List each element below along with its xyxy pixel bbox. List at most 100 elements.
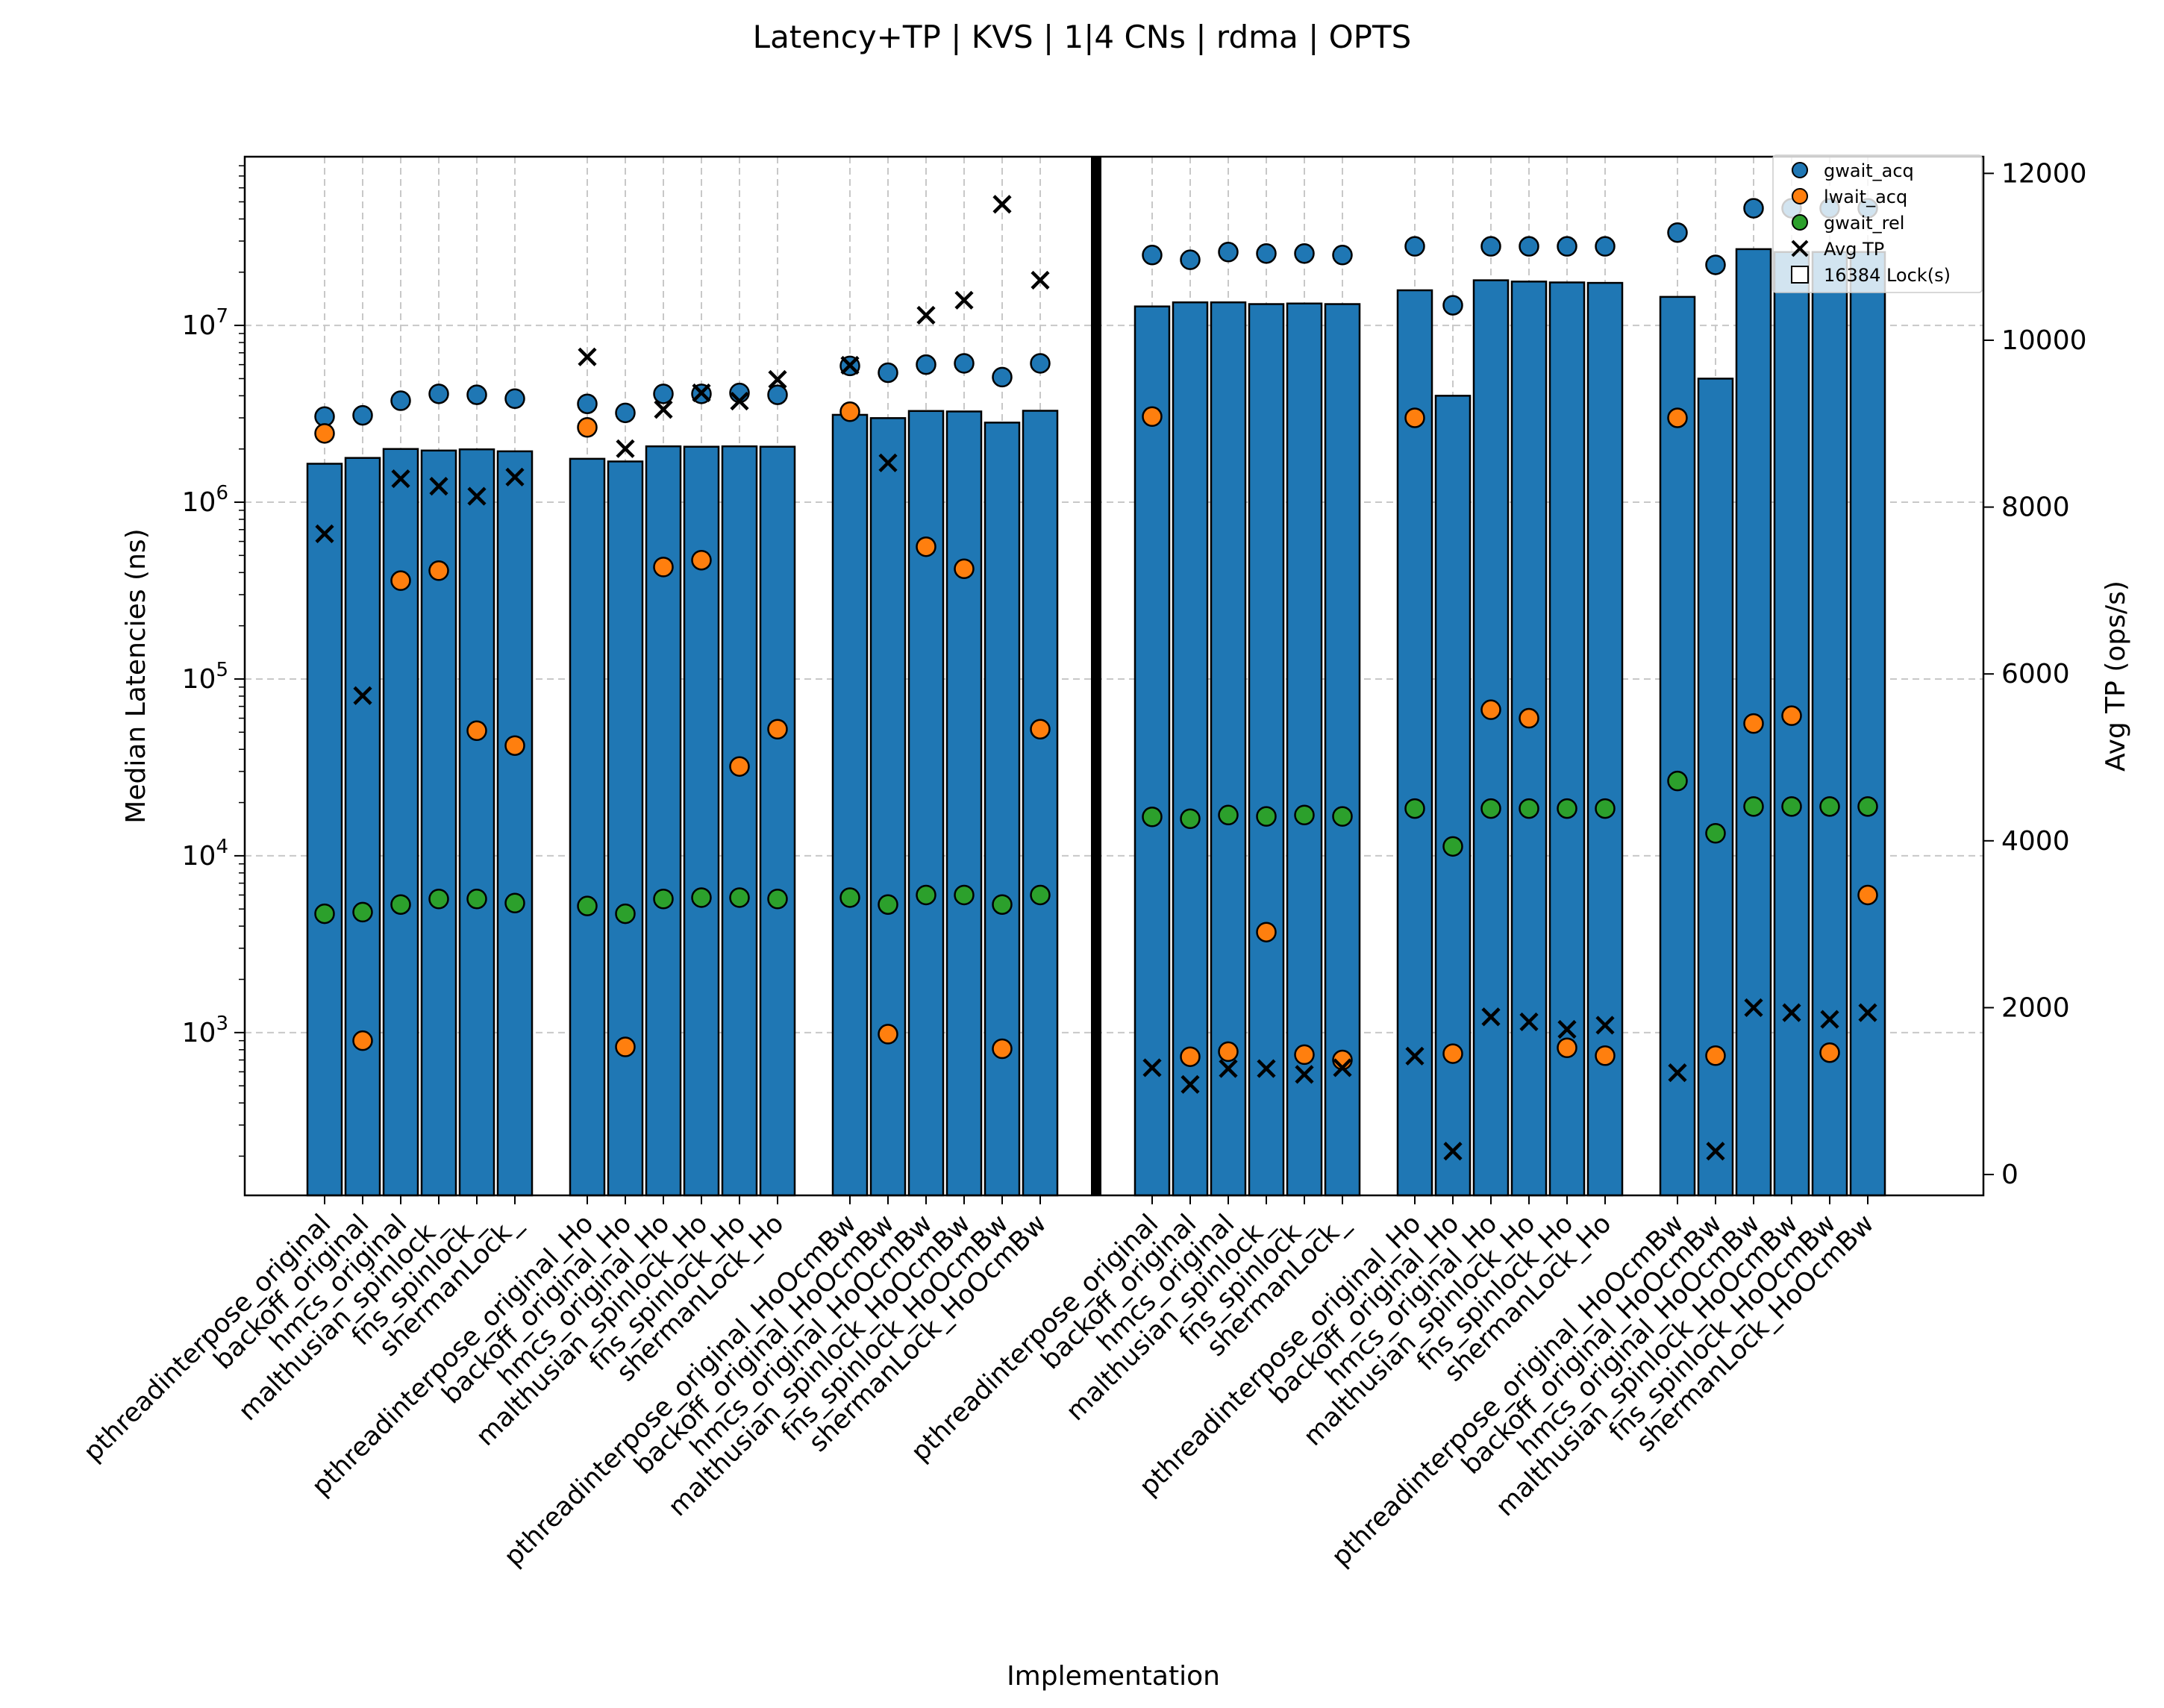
legend-gwait-rel-label: gwait_rel bbox=[1824, 213, 1904, 234]
y2-tick-label: 12000 bbox=[2001, 158, 2087, 189]
gwait-acq-marker bbox=[1557, 236, 1577, 257]
bar bbox=[1586, 281, 1624, 1197]
avg-tp-stroke bbox=[429, 477, 448, 496]
avg-tp-stroke bbox=[1706, 1142, 1725, 1161]
gwait-acq-marker bbox=[954, 353, 975, 374]
avg-tp-stroke bbox=[916, 305, 936, 325]
legend-avg-tp-label: Avg TP bbox=[1824, 239, 1884, 260]
y2-tick-label: 6000 bbox=[2001, 659, 2070, 689]
avg-tp-marker bbox=[1820, 1010, 1839, 1029]
y-tick-label: 106 bbox=[182, 482, 228, 518]
avg-tp-stroke bbox=[1519, 1012, 1539, 1032]
avg-tp-stroke bbox=[992, 195, 1012, 214]
bar bbox=[869, 417, 907, 1197]
bar bbox=[344, 457, 381, 1197]
gwait-rel-marker bbox=[653, 888, 674, 910]
gwait-acq-marker bbox=[1180, 249, 1201, 270]
avg-tp-stroke bbox=[840, 355, 860, 375]
gwait-acq-marker bbox=[1256, 243, 1277, 264]
avg-tp-marker bbox=[1706, 1142, 1725, 1161]
avg-tp-marker bbox=[1180, 1074, 1200, 1094]
gwait-acq-marker bbox=[767, 384, 788, 405]
lwait-acq-marker bbox=[615, 1036, 636, 1057]
gwait-acq-marker bbox=[1030, 353, 1051, 374]
avg-tp-stroke bbox=[1858, 1003, 1877, 1022]
avg-tp-marker bbox=[654, 400, 673, 419]
bar bbox=[759, 445, 796, 1197]
avg-tp-marker bbox=[878, 453, 898, 472]
gwait-acq-marker bbox=[1667, 222, 1688, 243]
avg-tp-marker bbox=[467, 487, 487, 506]
avg-tp-marker bbox=[1333, 1058, 1352, 1077]
bar bbox=[831, 413, 869, 1197]
avg-tp-stroke bbox=[1443, 1142, 1463, 1161]
bar bbox=[1697, 378, 1734, 1197]
legend-lwait-acq-label: lwait_acq bbox=[1824, 187, 1907, 207]
gwait-acq-marker bbox=[577, 393, 598, 414]
avg-tp-stroke bbox=[954, 290, 974, 310]
avg-tp-marker bbox=[730, 392, 749, 411]
avg-tp-stroke bbox=[1557, 1019, 1577, 1039]
bar bbox=[1510, 281, 1548, 1197]
lwait-acq-marker bbox=[1819, 1042, 1840, 1063]
lwait-acq-marker bbox=[466, 720, 487, 741]
gwait-rel-marker bbox=[390, 894, 411, 915]
avg-tp-marker bbox=[954, 290, 974, 310]
gwait-rel-marker bbox=[1404, 798, 1425, 819]
y-tick-label: 105 bbox=[182, 659, 228, 695]
lwait-acq-marker bbox=[878, 1024, 898, 1045]
avg-tp-stroke bbox=[578, 347, 597, 366]
lwait-acq-marker bbox=[1404, 407, 1425, 428]
bar bbox=[1849, 251, 1886, 1197]
bar bbox=[1659, 295, 1696, 1197]
avg-tp-stroke bbox=[768, 369, 787, 390]
gwait-rel-marker bbox=[1442, 836, 1463, 857]
bar bbox=[496, 450, 534, 1197]
avg-tp-marker bbox=[1031, 270, 1050, 290]
avg-tp-stroke bbox=[1219, 1059, 1238, 1078]
gwait-acq-marker bbox=[1404, 236, 1425, 257]
gwait-acq-marker bbox=[1480, 236, 1501, 257]
gwait-rel-marker bbox=[1256, 806, 1277, 827]
avg-tp-marker bbox=[916, 305, 936, 325]
bar bbox=[1248, 303, 1285, 1197]
avg-tp-marker bbox=[353, 686, 372, 705]
gwait-acq-marker bbox=[1218, 242, 1239, 263]
avg-tp-marker bbox=[1405, 1046, 1425, 1066]
lwait-acq-marker bbox=[1442, 1043, 1463, 1064]
lwait-acq-marker bbox=[1743, 713, 1764, 734]
avg-tp-marker bbox=[429, 477, 448, 496]
avg-tp-marker bbox=[616, 439, 635, 458]
lwait-acq-marker bbox=[653, 557, 674, 578]
gwait-acq-marker bbox=[352, 404, 373, 426]
right-y-axis: 0 2000 4000 6000 8000 10000 12000 bbox=[1983, 158, 2087, 1190]
avg-tp-marker bbox=[1782, 1003, 1801, 1022]
bar bbox=[607, 460, 644, 1197]
bar bbox=[984, 422, 1021, 1197]
bar bbox=[945, 410, 983, 1197]
avg-tp-stroke bbox=[1257, 1059, 1276, 1078]
gwait-rel-marker bbox=[1781, 796, 1802, 817]
avg-tp-stroke bbox=[692, 383, 711, 403]
lwait-acq-marker bbox=[691, 549, 712, 571]
bar bbox=[1324, 303, 1361, 1197]
gwait-acq-marker bbox=[1705, 254, 1726, 275]
gwait-rel-marker bbox=[466, 888, 487, 910]
lwait-acq-marker bbox=[1180, 1046, 1201, 1067]
gwait-rel-marker bbox=[1480, 798, 1501, 819]
bar bbox=[721, 445, 758, 1197]
avg-tp-stroke bbox=[1782, 1003, 1801, 1022]
lwait-acq-marker bbox=[1595, 1045, 1616, 1066]
avg-tp-stroke bbox=[730, 392, 749, 411]
avg-tp-stroke bbox=[391, 469, 410, 489]
avg-tp-marker bbox=[1219, 1059, 1238, 1078]
bar bbox=[458, 448, 495, 1197]
avg-tp-marker bbox=[505, 467, 525, 487]
lwait-acq-marker bbox=[767, 719, 788, 739]
gwait-acq-marker bbox=[916, 354, 936, 375]
lwait-acq-marker bbox=[1857, 884, 1878, 906]
legend: gwait_acq lwait_acq gwait_rel Avg TP 163… bbox=[1772, 154, 1983, 293]
gwait-acq-marker bbox=[615, 402, 636, 424]
lwait-acq-marker bbox=[1519, 707, 1539, 729]
y-tick-label: 107 bbox=[182, 305, 228, 341]
